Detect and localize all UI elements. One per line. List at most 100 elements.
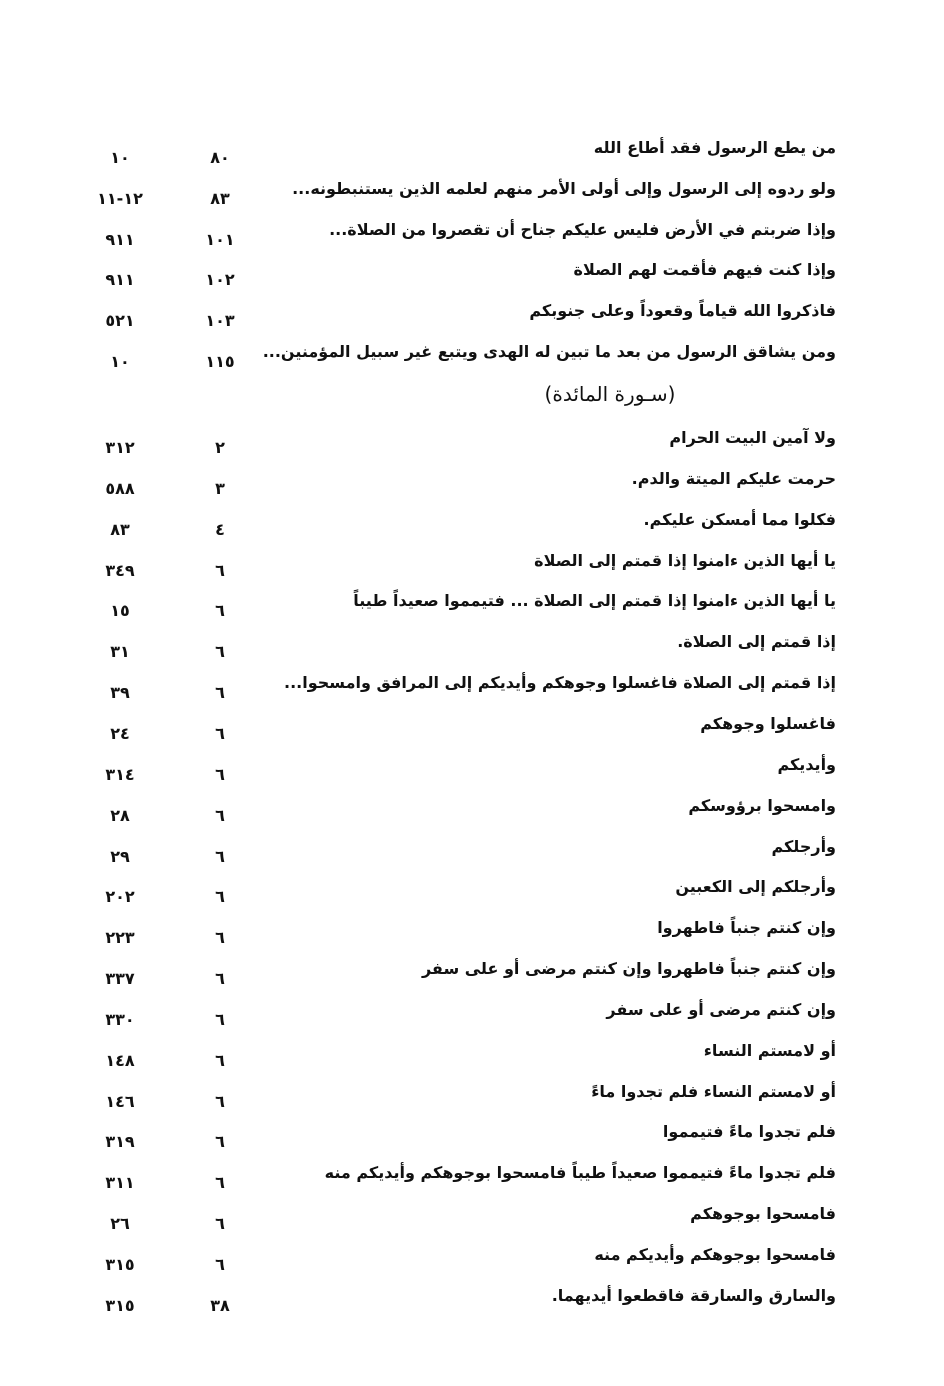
page-number: ٨٣ (110, 519, 130, 539)
ayah-number: ٦ (215, 887, 225, 907)
index-entry: فاذكروا الله قياماً وقعوداً وعلى جنوبكم ١… (0, 296, 944, 330)
verse-text: حرمت عليكم الميتة والدم. (631, 468, 836, 488)
verse-text: فكلوا مما أمسكن عليكم. (643, 509, 836, 529)
verse-text: وامسحوا برؤوسكم (688, 795, 836, 815)
verse-text: فامسحوا بوجوهكم وأيديكم منه (594, 1245, 836, 1264)
verse-text: فلم تجدوا ماءً فتيمموا (662, 1122, 836, 1142)
verse-text: وإذا كنت فيهم فأقمت لهم الصلاة (573, 260, 836, 280)
ayah-number: ٣ (215, 478, 225, 498)
page-number: ٢٩ (110, 846, 130, 866)
verse-text: أو لامستم النساء فلم تجدوا ماءً (591, 1081, 836, 1101)
index-entry: فلم تجدوا ماءً فتيمموا ٦ ٣١٩ (0, 1117, 944, 1151)
page-number: ١٤٦ (105, 1091, 135, 1111)
verse-text: يا أيها الذين ءامنوا إذا قمتم إلى الصلاة (534, 550, 836, 570)
verse-text: فامسحوا بوجوهكم (690, 1204, 836, 1224)
ayah-number: ٦ (215, 683, 225, 703)
ayah-number: ٦ (215, 1050, 225, 1070)
ayah-number: ٣٨ (210, 1295, 230, 1315)
page-number: ١٥ (110, 601, 130, 621)
page-number: ٩١١ (105, 270, 135, 290)
ayah-number: ٦ (215, 1091, 225, 1111)
index-entry: وإن كنتم جنباً فاطهروا ٦ ٢٢٣ (0, 913, 944, 947)
page-number: ٣١٩ (105, 1132, 135, 1152)
page-number: ٩١١ (105, 229, 135, 249)
verse-text: إذا قمتم إلى الصلاة. (677, 632, 836, 652)
verse-text: فاذكروا الله قياماً وقعوداً وعلى جنوبكم (529, 301, 836, 321)
verse-text: أو لامستم النساء (703, 1040, 836, 1060)
ayah-number: ٦ (215, 601, 225, 621)
verse-text: وإن كنتم جنباً فاطهروا (657, 918, 836, 938)
index-entry: حرمت عليكم الميتة والدم. ٣ ٥٨٨ (0, 464, 944, 498)
verse-text: ومن يشاقق الرسول من بعد ما تبين له الهدى… (262, 342, 836, 361)
index-entry: فامسحوا بوجوهكم وأيديكم منه ٦ ٣١٥ (0, 1240, 944, 1274)
index-entry: وأرجلكم ٦ ٢٩ (0, 832, 944, 866)
index-entry: وإذا كنت فيهم فأقمت لهم الصلاة ١٠٢ ٩١١ (0, 255, 944, 289)
ayah-number: ٦ (215, 1132, 225, 1152)
ayah-number: ٦ (215, 642, 225, 662)
verse-text: يا أيها الذين ءامنوا إذا قمتم إلى الصلاة… (353, 591, 836, 611)
page-number: ٣١٥ (105, 1295, 135, 1315)
page-number: ١٤٨ (105, 1050, 135, 1070)
page-number: ١٠ (110, 148, 130, 167)
page-number: ٢٤ (110, 723, 130, 743)
page-number: ٣١٥ (105, 1255, 135, 1274)
index-entry: والسارق والسارقة فاقطعوا أيديهما. ٣٨ ٣١٥ (0, 1281, 944, 1315)
page-number: ١٠ (110, 352, 130, 371)
page-number: ٥٢١ (105, 311, 135, 331)
ayah-number: ٦ (215, 928, 225, 948)
ayah-number: ٦ (215, 969, 225, 989)
index-entry: إذا قمتم إلى الصلاة فاغسلوا وجوهكم وأيدي… (0, 668, 944, 702)
page-number: ٣١١ (105, 1173, 135, 1193)
verse-text: والسارق والسارقة فاقطعوا أيديهما. (551, 1285, 836, 1305)
page-number: ٢٦ (110, 1214, 130, 1234)
page-number: ١٢-١١ (97, 188, 143, 208)
ayah-number: ٦ (215, 560, 225, 580)
page-number: ٢٨ (110, 805, 130, 825)
ayah-number: ١٠٢ (205, 270, 235, 290)
verse-text: وإذا ضربتم في الأرض فليس عليكم جناح أن ت… (329, 219, 836, 239)
verse-text: من يطع الرسول فقد أطاع الله (593, 138, 836, 157)
ayah-number: ٨٠ (210, 148, 230, 167)
index-entry: ولو ردوه إلى الرسول وإلى أولى الأمر منهم… (0, 174, 944, 208)
index-entry: وإذا ضربتم في الأرض فليس عليكم جناح أن ت… (0, 215, 944, 249)
index-entry: ومن يشاقق الرسول من بعد ما تبين له الهدى… (0, 337, 944, 371)
index-entry: وامسحوا برؤوسكم ٦ ٢٨ (0, 791, 944, 825)
index-entry: وأيديكم ٦ ٣١٤ (0, 750, 944, 784)
page-number: ٣٤٩ (105, 560, 135, 580)
ayah-number: ٦ (215, 1214, 225, 1234)
ayah-number: ١٠٣ (205, 311, 235, 331)
page-number: ٣١٢ (105, 438, 135, 457)
verse-text: فلم تجدوا ماءً فتيمموا صعيداً طيباً فامس… (324, 1163, 836, 1183)
index-entry: فامسحوا بوجوهكم ٦ ٢٦ (0, 1199, 944, 1233)
index-entry: فاغسلوا وجوهكم ٦ ٢٤ (0, 709, 944, 743)
index-entry: إذا قمتم إلى الصلاة. ٦ ٣١ (0, 627, 944, 661)
index-entry: وإن كنتم مرضى أو على سفر ٦ ٣٣٠ (0, 995, 944, 1029)
index-entry: وأرجلكم إلى الكعبين ٦ ٢٠٢ (0, 872, 944, 906)
verse-text: وأرجلكم (771, 836, 836, 856)
index-entry: ولا آمين البيت الحرام ٢ ٣١٢ (0, 423, 944, 457)
ayah-number: ١٠١ (205, 229, 235, 249)
verse-text: وإن كنتم مرضى أو على سفر (606, 999, 836, 1019)
index-entry: يا أيها الذين ءامنوا إذا قمتم إلى الصلاة… (0, 586, 944, 620)
verse-text: فاغسلوا وجوهكم (700, 713, 836, 733)
page-number: ٢٢٣ (105, 928, 135, 948)
verse-text: وأرجلكم إلى الكعبين (675, 877, 836, 897)
ayah-number: ٦ (215, 846, 225, 866)
ayah-number: ٦ (215, 1173, 225, 1193)
ayah-number: ٦ (215, 805, 225, 825)
ayah-number: ٦ (215, 723, 225, 743)
page-number: ٣١٤ (105, 764, 135, 784)
page-number: ٣٩ (110, 683, 130, 703)
verse-text: إذا قمتم إلى الصلاة فاغسلوا وجوهكم وأيدي… (284, 673, 836, 693)
index-entry: من يطع الرسول فقد أطاع الله ٨٠ ١٠ (0, 133, 944, 167)
ayah-number: ٦ (215, 1009, 225, 1029)
ayah-number: ٤ (215, 519, 225, 539)
index-entry: أو لامستم النساء ٦ ١٤٨ (0, 1036, 944, 1070)
index-entry: يا أيها الذين ءامنوا إذا قمتم إلى الصلاة… (0, 546, 944, 580)
verse-text: وإن كنتم جنباً فاطهروا وإن كنتم مرضى أو … (421, 959, 836, 979)
surah-heading: (سـورة المائدة) (544, 382, 676, 406)
page-number: ٣٣٧ (105, 969, 135, 989)
index-entry: أو لامستم النساء فلم تجدوا ماءً ٦ ١٤٦ (0, 1077, 944, 1111)
index-entry: فكلوا مما أمسكن عليكم. ٤ ٨٣ (0, 505, 944, 539)
page-number: ٥٨٨ (105, 478, 135, 498)
